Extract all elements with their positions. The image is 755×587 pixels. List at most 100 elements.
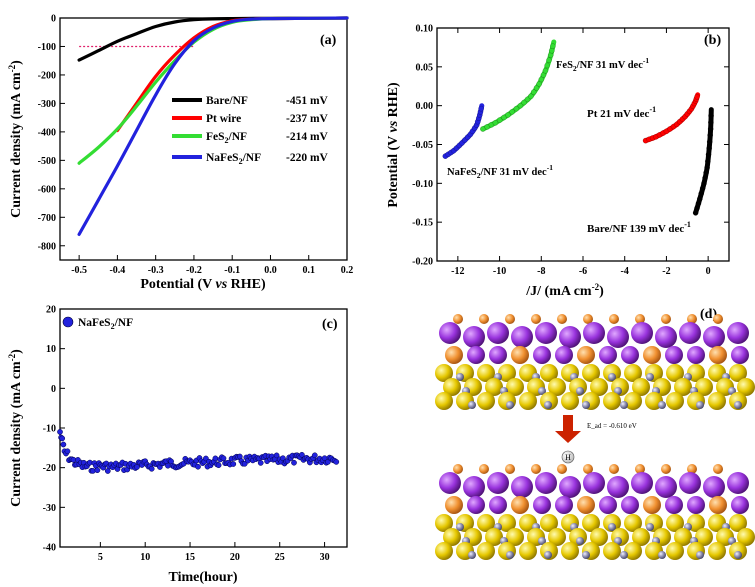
atom xyxy=(506,528,524,546)
atom xyxy=(609,314,619,324)
data-point xyxy=(702,175,708,181)
y-tick-label: -300 xyxy=(38,99,56,110)
atom xyxy=(643,346,661,364)
y-tick-label: -20 xyxy=(43,463,56,474)
atom xyxy=(540,364,558,382)
data-point xyxy=(299,451,305,458)
atom xyxy=(632,528,650,546)
atom xyxy=(582,401,590,409)
atom xyxy=(665,496,683,514)
legend-label: NaFeS2/NF xyxy=(78,317,133,331)
atom xyxy=(729,514,747,532)
x-tick-label: -8 xyxy=(537,266,545,277)
atom xyxy=(557,314,567,324)
atom xyxy=(498,364,516,382)
data-point xyxy=(257,460,264,466)
data-point xyxy=(478,105,485,112)
atom xyxy=(708,514,726,532)
atom xyxy=(479,314,489,324)
atom xyxy=(679,472,701,494)
y-tick-label: -40 xyxy=(43,543,56,554)
data-point xyxy=(94,467,101,474)
data-point xyxy=(496,117,503,123)
atom xyxy=(608,373,616,381)
series-group-c xyxy=(57,429,340,474)
atom xyxy=(485,528,503,546)
atom xyxy=(631,322,653,344)
atom xyxy=(621,496,639,514)
atom xyxy=(609,464,619,474)
atom xyxy=(599,496,617,514)
data-point xyxy=(544,62,551,69)
atom xyxy=(727,322,749,344)
atom xyxy=(655,476,677,498)
atom xyxy=(687,496,705,514)
atom xyxy=(695,378,713,396)
legend-label: FeS2/NF xyxy=(206,131,247,145)
x-tick-label: -0.4 xyxy=(109,265,125,276)
x-tick-label: -2 xyxy=(662,266,670,277)
data-point xyxy=(708,112,714,119)
atom xyxy=(603,542,621,560)
x-tick-label: -0.2 xyxy=(186,265,202,276)
atom xyxy=(583,314,593,324)
y-tick-label: -0.10 xyxy=(412,179,433,190)
atom xyxy=(621,346,639,364)
atom xyxy=(737,528,755,546)
data-point xyxy=(291,459,297,466)
y-tick-label: -0.20 xyxy=(412,257,433,268)
data-point xyxy=(195,463,201,470)
atom xyxy=(734,401,742,409)
hydrogen-atom-icon xyxy=(561,450,575,464)
atom xyxy=(557,464,567,474)
data-point xyxy=(694,93,700,100)
data-point xyxy=(528,93,534,100)
atom xyxy=(531,314,541,324)
atom xyxy=(709,496,727,514)
atom xyxy=(703,476,725,498)
data-point xyxy=(704,158,711,165)
data-point xyxy=(707,126,714,132)
data-point xyxy=(533,85,540,91)
data-point xyxy=(230,461,237,467)
atom xyxy=(467,496,485,514)
atom xyxy=(453,314,463,324)
legend-swatch xyxy=(62,316,74,328)
atom xyxy=(489,346,507,364)
y-axis-label-c: Current density (mA cm-2) xyxy=(7,349,24,507)
atom xyxy=(620,401,628,409)
atom xyxy=(583,472,605,494)
data-point xyxy=(311,452,318,459)
axis-ticks-c: 5 10 15 20 25 30 20 10 0 -10 -20 -30 -40 xyxy=(43,305,330,564)
data-point xyxy=(542,67,549,74)
x-tick-label: 0.1 xyxy=(302,265,315,276)
data-point xyxy=(513,105,520,112)
atom xyxy=(731,346,749,364)
data-point xyxy=(538,76,545,83)
atom xyxy=(608,523,616,531)
data-point xyxy=(708,119,714,126)
atom xyxy=(695,528,713,546)
series-line xyxy=(480,39,557,132)
atom xyxy=(485,378,503,396)
x-axis-label-a: Potential (V vs RHE) xyxy=(140,277,266,292)
y-tick-label: -0.15 xyxy=(412,218,433,229)
atom xyxy=(607,326,629,348)
atom xyxy=(635,314,645,324)
data-point xyxy=(517,102,524,109)
atom xyxy=(583,322,605,344)
y-tick-label: 0.00 xyxy=(416,101,434,112)
data-point xyxy=(704,164,710,171)
axis-ticks-b: -12 -10 -8 -6 -4 -2 0 0.10 0.05 0.00 -0.05 -0.10 -0.… xyxy=(412,24,729,277)
data-point xyxy=(59,435,66,442)
atom xyxy=(713,464,723,474)
legend-value: -451 mV xyxy=(286,95,329,107)
atom xyxy=(511,496,529,514)
atom xyxy=(489,496,507,514)
atom xyxy=(544,551,552,559)
atom xyxy=(577,346,595,364)
y-tick-label: 20 xyxy=(46,305,56,316)
atom xyxy=(538,537,546,545)
data-point xyxy=(546,57,552,64)
atom xyxy=(561,542,579,560)
